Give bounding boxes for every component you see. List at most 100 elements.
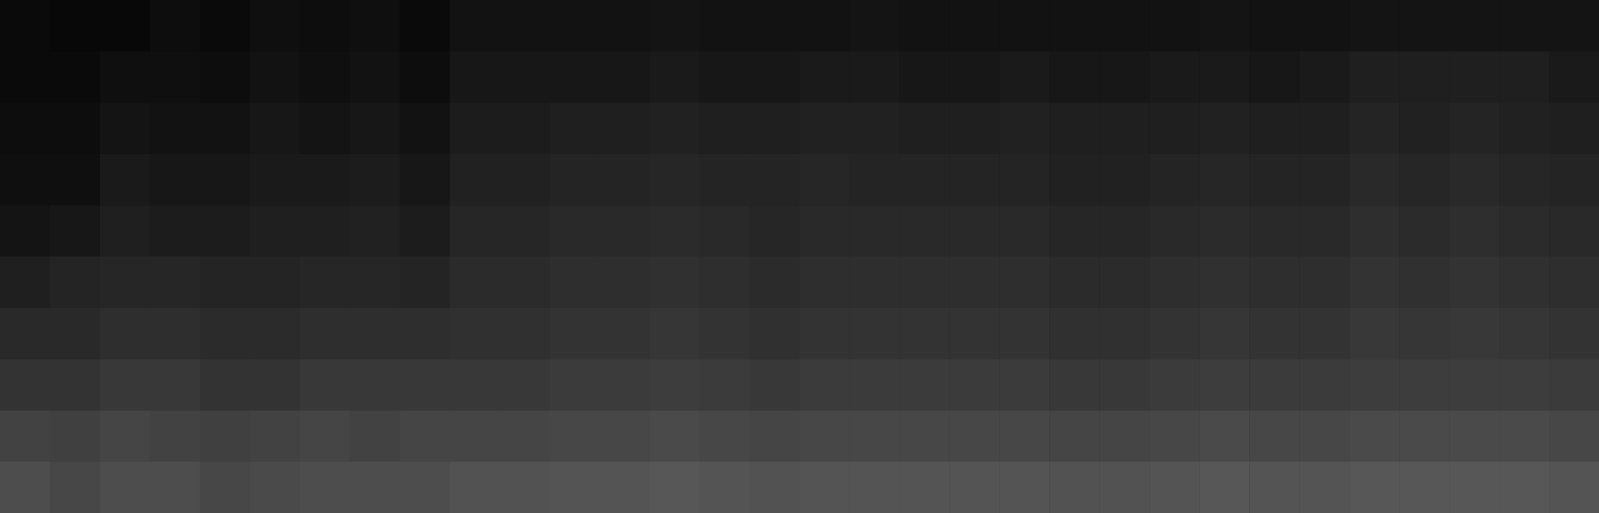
cell: [200, 462, 250, 513]
cell: [1399, 103, 1449, 155]
cell: [1499, 462, 1549, 513]
cell: [350, 205, 400, 257]
cell: [1399, 308, 1449, 360]
cell: [100, 410, 150, 462]
cell: [1449, 51, 1499, 103]
cell: [999, 257, 1049, 309]
cell: [400, 0, 450, 52]
cell: [200, 359, 250, 411]
cell: [350, 103, 400, 155]
cell: [650, 308, 700, 360]
cell: [500, 103, 550, 155]
cell: [500, 154, 550, 206]
cell: [1199, 103, 1249, 155]
cell: [849, 462, 899, 513]
cell: [1149, 410, 1199, 462]
cell: [1049, 257, 1099, 309]
cell: [1099, 257, 1149, 309]
cell: [1049, 359, 1099, 411]
cell: [1349, 359, 1399, 411]
cell: [350, 0, 400, 52]
cell: [650, 205, 700, 257]
cell: [300, 257, 350, 309]
cell: [1349, 462, 1399, 513]
cell: [750, 462, 800, 513]
cell: [1549, 51, 1599, 103]
cell: [1249, 462, 1299, 513]
cell: [0, 410, 50, 462]
cell: [0, 205, 50, 257]
cell: [550, 154, 600, 206]
cell: [1199, 359, 1249, 411]
cell: [750, 0, 800, 52]
cell: [150, 308, 200, 360]
cell: [550, 308, 600, 360]
cell: [1549, 410, 1599, 462]
cell: [949, 257, 999, 309]
cell: [150, 103, 200, 155]
cell: [800, 154, 850, 206]
cell: [600, 257, 650, 309]
cell: [700, 154, 750, 206]
cell: [1249, 0, 1299, 52]
cell: [200, 205, 250, 257]
cell: [500, 0, 550, 52]
cell: [1149, 308, 1199, 360]
cell: [1449, 205, 1499, 257]
cell: [300, 154, 350, 206]
cell: [949, 462, 999, 513]
cell: [849, 308, 899, 360]
cell: [400, 103, 450, 155]
cell: [1299, 51, 1349, 103]
cell: [250, 154, 300, 206]
cell: [1099, 359, 1149, 411]
cell: [999, 51, 1049, 103]
cell: [700, 308, 750, 360]
cell: [800, 0, 850, 52]
cell: [1049, 103, 1099, 155]
cell: [50, 462, 100, 513]
cell: [150, 410, 200, 462]
cell: [350, 462, 400, 513]
cell: [550, 359, 600, 411]
cell: [50, 154, 100, 206]
cell: [300, 0, 350, 52]
cell: [1549, 103, 1599, 155]
cell: [300, 462, 350, 513]
cell: [150, 359, 200, 411]
cell: [100, 154, 150, 206]
cell: [1199, 308, 1249, 360]
cell: [450, 462, 500, 513]
cell: [1299, 257, 1349, 309]
cell: [250, 359, 300, 411]
cell: [1349, 103, 1399, 155]
cell: [949, 205, 999, 257]
cell: [1549, 154, 1599, 206]
cell: [550, 103, 600, 155]
cell: [100, 0, 150, 52]
cell: [550, 462, 600, 513]
cell: [1349, 0, 1399, 52]
cell: [800, 410, 850, 462]
cell: [1499, 154, 1549, 206]
cell: [350, 359, 400, 411]
cell: [200, 0, 250, 52]
cell: [0, 103, 50, 155]
cell: [1549, 462, 1599, 513]
cell: [250, 462, 300, 513]
cell: [1449, 462, 1499, 513]
cell: [1149, 154, 1199, 206]
cell: [550, 257, 600, 309]
cell: [899, 51, 949, 103]
cell: [350, 257, 400, 309]
cell: [1499, 308, 1549, 360]
cell: [750, 154, 800, 206]
cell: [1299, 103, 1349, 155]
cell: [1249, 410, 1299, 462]
cell: [600, 205, 650, 257]
cell: [300, 205, 350, 257]
cell: [500, 205, 550, 257]
cell: [1199, 51, 1249, 103]
cell: [1449, 410, 1499, 462]
cell: [800, 359, 850, 411]
